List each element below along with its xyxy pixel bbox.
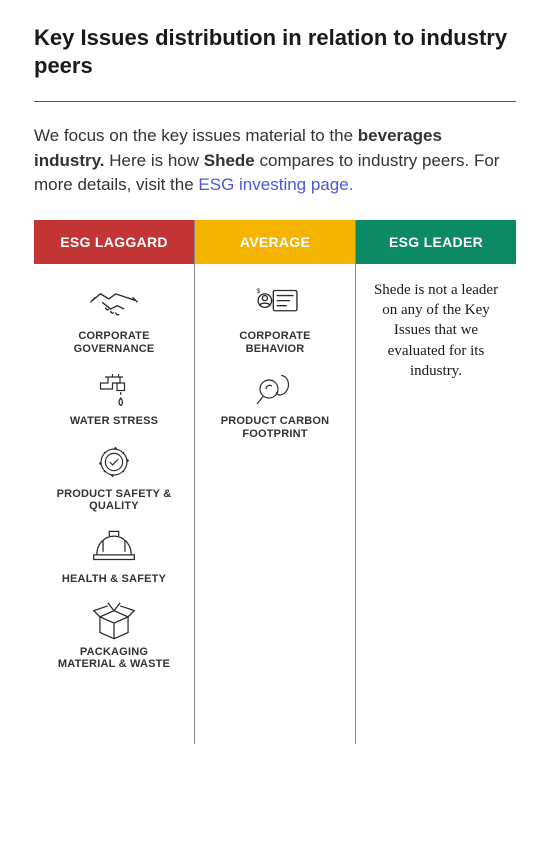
- page-title: Key Issues distribution in relation to i…: [34, 24, 516, 79]
- issue-label: PACKAGING MATERIAL & WASTE: [54, 646, 174, 671]
- handshake-icon: [87, 280, 141, 328]
- col-laggard-header: ESG LAGGARD: [34, 220, 194, 264]
- issue-label: PRODUCT SAFETY & QUALITY: [54, 488, 174, 513]
- esg-investing-link[interactable]: ESG investing page.: [198, 175, 353, 194]
- col-laggard: ESG LAGGARD CORPORATE GOVERNANCE: [34, 220, 194, 744]
- leader-note: Shede is not a leader on any of the Key …: [362, 280, 510, 381]
- hardhat-icon: [87, 523, 141, 571]
- intro-paragraph: We focus on the key issues material to t…: [34, 124, 516, 198]
- col-average: AVERAGE $ CORPORATE BEHAVIOR: [194, 220, 355, 744]
- col-leader-header: ESG LEADER: [356, 220, 516, 264]
- col-laggard-body: CORPORATE GOVERNANCE WATER STRESS: [34, 264, 194, 744]
- magnifier-icon: [248, 365, 302, 413]
- issue-label: WATER STRESS: [70, 415, 158, 428]
- issue-item: PRODUCT CARBON FOOTPRINT: [201, 365, 349, 440]
- personcard-icon: $: [248, 280, 302, 328]
- intro-mid1: Here is how: [105, 151, 204, 170]
- intro-prefix: We focus on the key issues material to t…: [34, 126, 358, 145]
- issue-item: HEALTH & SAFETY: [40, 523, 188, 586]
- col-leader: ESG LEADER Shede is not a leader on any …: [355, 220, 516, 744]
- title-divider: [34, 101, 516, 102]
- issue-label: CORPORATE BEHAVIOR: [215, 330, 335, 355]
- issue-label: HEALTH & SAFETY: [62, 573, 166, 586]
- issue-item: PACKAGING MATERIAL & WASTE: [40, 596, 188, 671]
- col-average-header: AVERAGE: [195, 220, 355, 264]
- openbox-icon: [87, 596, 141, 644]
- svg-text:$: $: [256, 288, 260, 295]
- intro-company: Shede: [204, 151, 255, 170]
- esg-columns: ESG LAGGARD CORPORATE GOVERNANCE: [34, 220, 516, 744]
- issue-item: $ CORPORATE BEHAVIOR: [201, 280, 349, 355]
- col-leader-body: Shede is not a leader on any of the Key …: [356, 264, 516, 744]
- issue-item: PRODUCT SAFETY & QUALITY: [40, 438, 188, 513]
- issue-label: PRODUCT CARBON FOOTPRINT: [215, 415, 335, 440]
- faucet-icon: [87, 365, 141, 413]
- issue-item: WATER STRESS: [40, 365, 188, 428]
- issue-item: CORPORATE GOVERNANCE: [40, 280, 188, 355]
- rosette-icon: [87, 438, 141, 486]
- issue-label: CORPORATE GOVERNANCE: [54, 330, 174, 355]
- col-average-body: $ CORPORATE BEHAVIOR PRODUCT CARBON FOOT…: [195, 264, 355, 744]
